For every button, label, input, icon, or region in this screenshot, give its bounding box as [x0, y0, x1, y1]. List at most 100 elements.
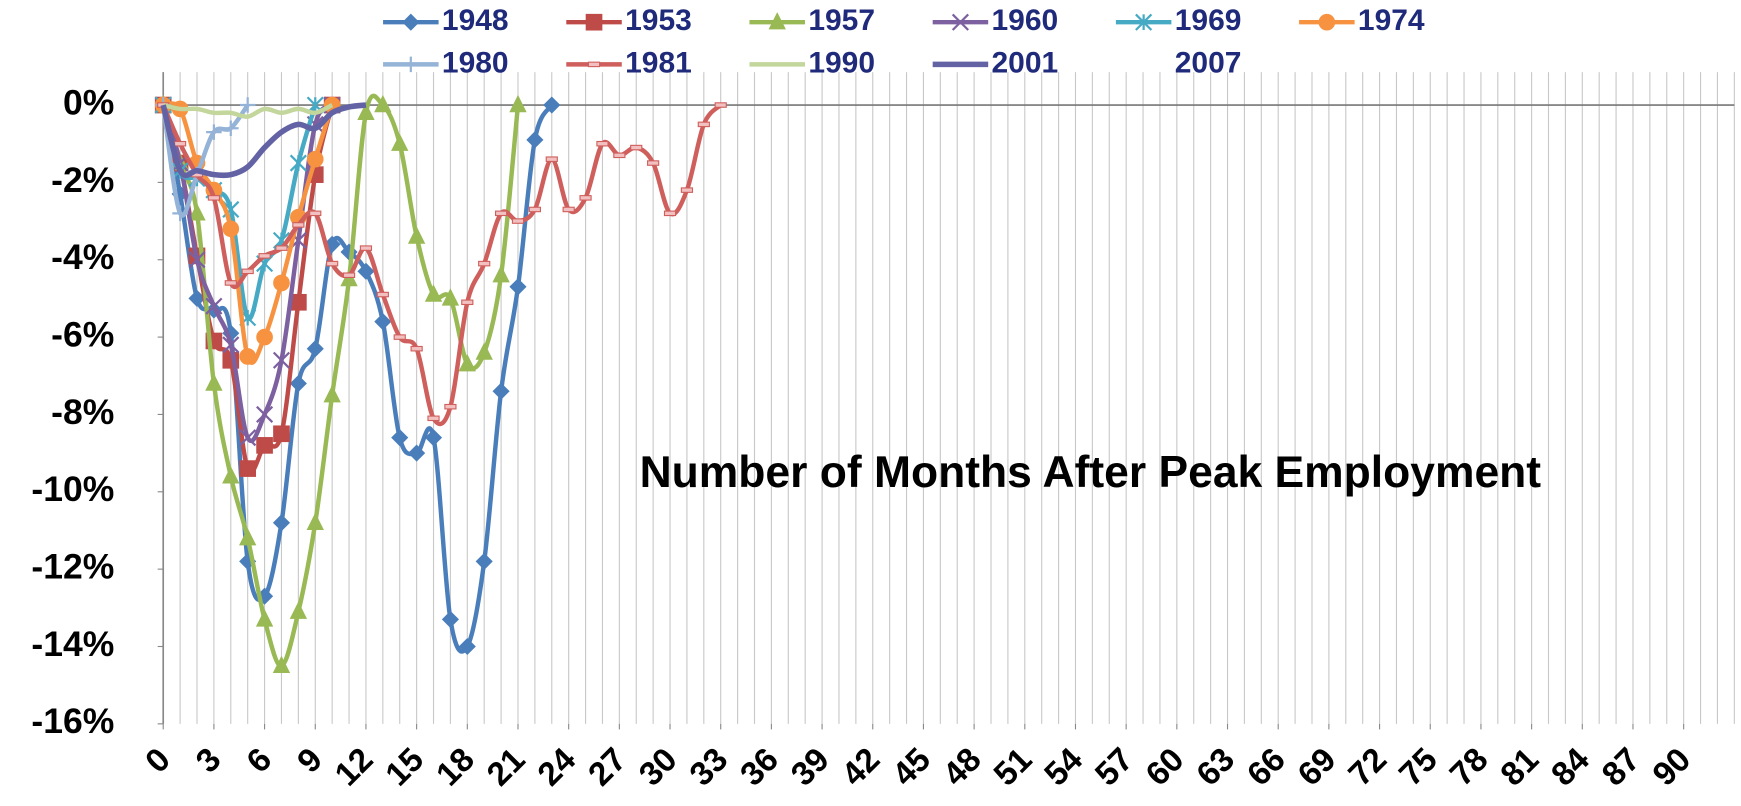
x-tick-label: 36 [734, 741, 786, 793]
series [162, 102, 334, 119]
legend-label: 1948 [442, 4, 509, 37]
marker [239, 528, 257, 546]
marker [273, 425, 290, 443]
series-line [161, 103, 723, 427]
marker [272, 655, 291, 674]
marker [391, 133, 409, 151]
x-tick-label: 57 [1088, 741, 1140, 793]
marker [222, 466, 240, 484]
x-tick-label: 45 [886, 741, 938, 793]
marker [306, 512, 324, 530]
x-tick-label: 63 [1190, 741, 1242, 793]
marker [255, 609, 274, 627]
marker [444, 403, 457, 410]
marker [306, 340, 324, 358]
y-tick-label: -12% [31, 547, 114, 587]
marker [475, 552, 493, 570]
x-tick-label: 87 [1595, 741, 1647, 793]
marker [306, 150, 324, 168]
marker [272, 351, 291, 369]
marker [579, 195, 592, 201]
x-tick-label: 42 [835, 741, 887, 793]
annotation: Number of Months After Peak Employment [640, 448, 1542, 497]
y-tick-label: -16% [31, 701, 114, 741]
marker [188, 203, 206, 221]
marker [258, 253, 271, 259]
marker [376, 291, 389, 298]
x-tick-label: 84 [1544, 741, 1597, 794]
y-tick-label: 0% [63, 82, 114, 122]
x-tick-label: 12 [328, 741, 380, 793]
x-tick-label: 39 [784, 741, 836, 793]
marker [424, 429, 443, 447]
x-tick-label: 78 [1443, 741, 1495, 793]
x-tick-label: 6 [240, 741, 279, 780]
marker [427, 415, 440, 422]
marker [239, 429, 257, 447]
marker [241, 268, 254, 275]
marker [403, 56, 419, 73]
marker [441, 288, 460, 306]
y-tick-label: -4% [51, 237, 114, 277]
marker [256, 437, 273, 454]
marker [326, 260, 339, 267]
marker [292, 222, 305, 228]
series [160, 102, 367, 179]
x-tick-label: 18 [429, 741, 481, 793]
marker [613, 152, 626, 159]
marker [374, 94, 392, 113]
marker [275, 245, 288, 251]
marker [528, 206, 541, 213]
series-line [160, 102, 367, 179]
x-tick-label: 75 [1392, 741, 1444, 793]
legend-label: 1969 [1175, 4, 1242, 37]
marker [256, 328, 273, 346]
marker [391, 429, 409, 447]
marker [309, 210, 322, 217]
marker [342, 272, 356, 278]
y-tick-label: -2% [51, 160, 114, 200]
x-tick-label: 48 [936, 741, 988, 793]
marker [289, 374, 307, 393]
marker [174, 140, 187, 147]
x-tick-label: 54 [1038, 741, 1091, 794]
marker [441, 610, 459, 628]
x-tick-label: 51 [987, 741, 1039, 793]
marker [697, 121, 710, 128]
series [154, 96, 341, 365]
marker [374, 313, 392, 331]
marker [222, 220, 240, 238]
marker [478, 260, 491, 267]
legend-label: 1957 [808, 4, 875, 37]
x-tick-label: 66 [1240, 741, 1292, 793]
marker [585, 13, 603, 31]
marker [272, 514, 291, 532]
x-tick-label: 69 [1291, 741, 1343, 793]
marker [587, 61, 601, 68]
marker [475, 342, 493, 360]
marker [273, 274, 290, 292]
marker [239, 97, 256, 113]
x-tick-label: 33 [683, 741, 735, 793]
marker [222, 336, 240, 354]
x-tick-label: 24 [531, 741, 584, 794]
series-line [161, 104, 318, 321]
legend-label: 1960 [992, 4, 1059, 37]
marker [630, 144, 643, 151]
marker [207, 195, 221, 201]
marker [1135, 13, 1153, 31]
marker [596, 140, 609, 147]
marker [951, 13, 969, 31]
legend-label: 1990 [808, 46, 875, 79]
marker [410, 345, 423, 352]
marker [357, 262, 375, 280]
series-line [162, 102, 334, 119]
marker [492, 382, 510, 400]
marker [407, 226, 426, 244]
legend-label: 2007 [1175, 46, 1242, 79]
marker [458, 637, 476, 656]
marker [663, 210, 677, 217]
marker [768, 12, 786, 30]
